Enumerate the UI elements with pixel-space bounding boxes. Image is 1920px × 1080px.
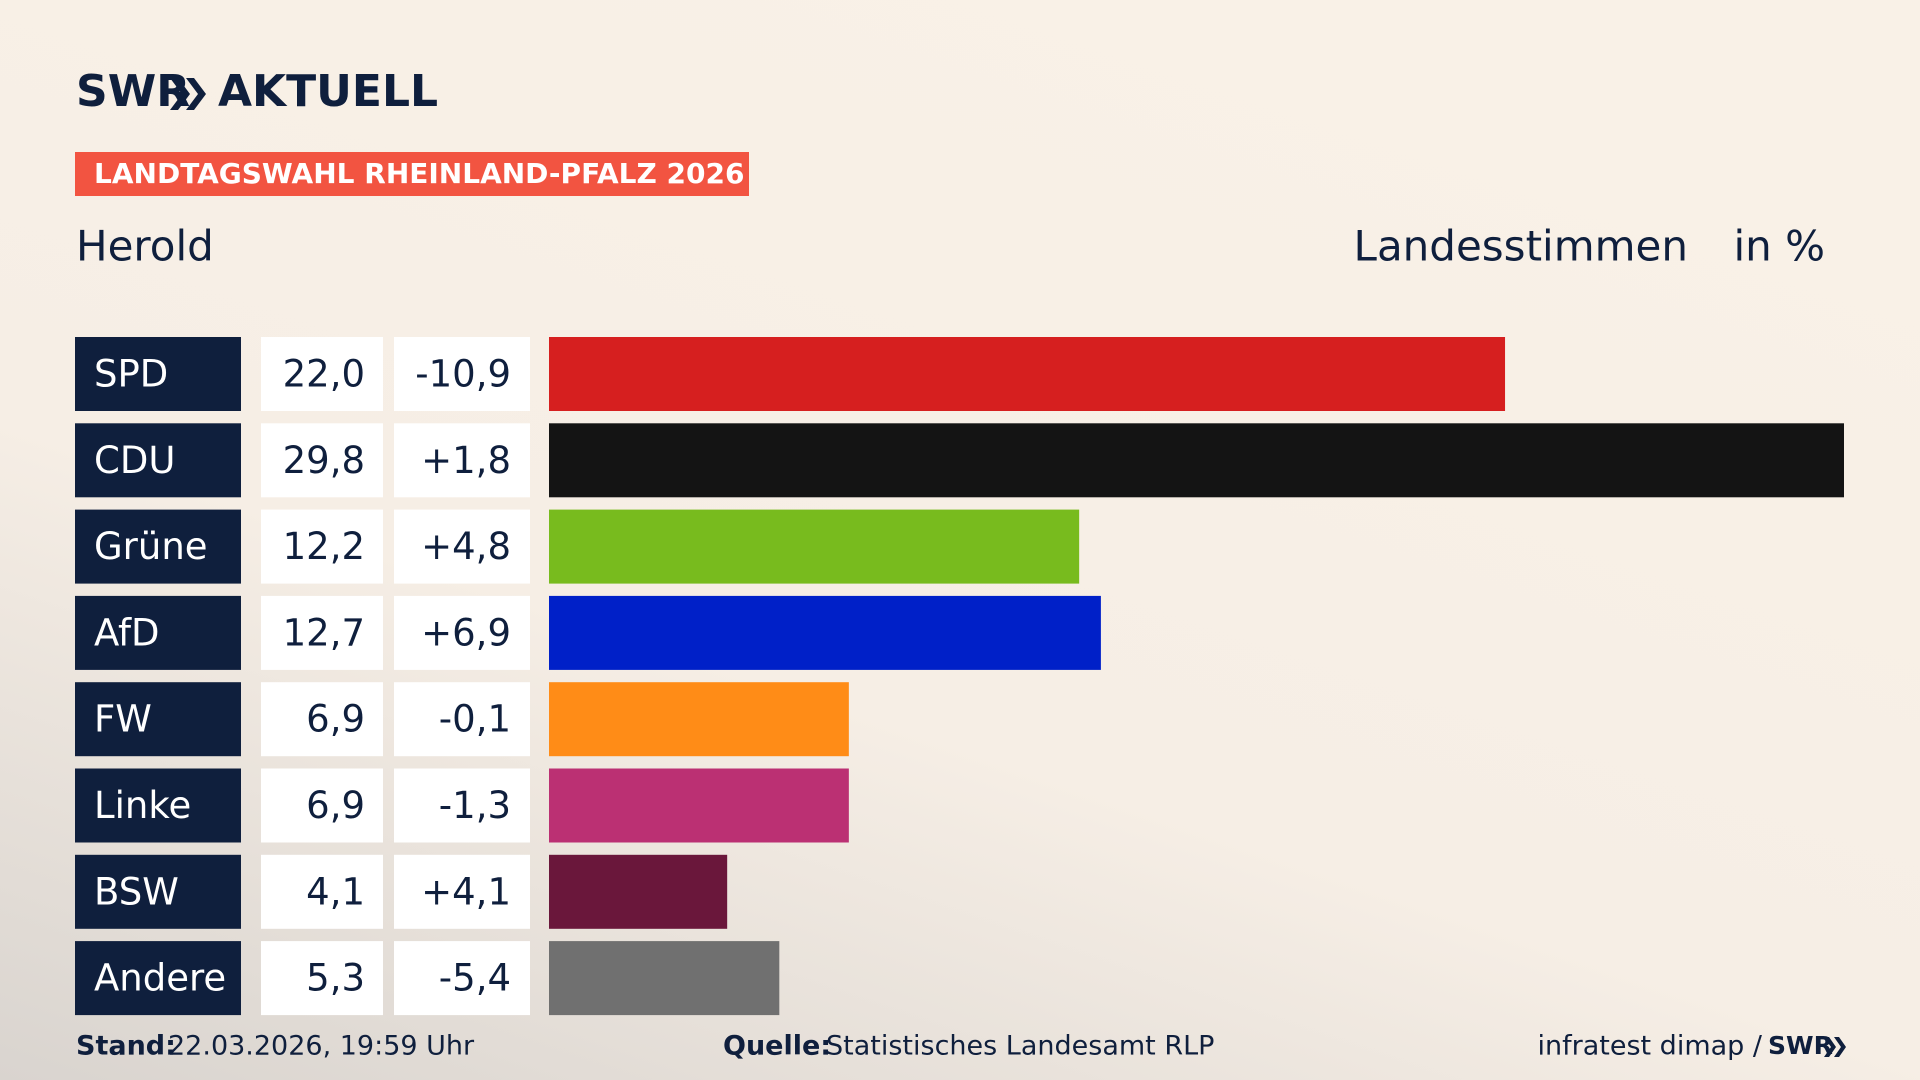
banner xyxy=(75,152,749,196)
value-cell xyxy=(261,941,383,1016)
bar xyxy=(549,768,849,843)
bar xyxy=(549,509,1080,584)
value-cell xyxy=(261,423,383,498)
bar xyxy=(549,423,1844,498)
party-cell xyxy=(75,854,241,929)
source-label: Quelle: xyxy=(723,1031,831,1062)
value-label: 6,9 xyxy=(306,698,365,741)
party-label: Andere xyxy=(94,957,226,1000)
change-label: +4,8 xyxy=(421,525,511,568)
bar xyxy=(549,682,849,757)
party-cell xyxy=(75,595,241,670)
change-cell xyxy=(394,509,530,584)
banner-text: LANDTAGSWAHL RHEINLAND-PFALZ 2026 xyxy=(94,157,744,190)
party-label: AfD xyxy=(94,611,160,654)
stand-label: Stand: xyxy=(76,1031,176,1062)
change-cell xyxy=(394,941,530,1016)
change-cell xyxy=(394,768,530,843)
party-cell xyxy=(75,337,241,411)
value-label: 6,9 xyxy=(306,784,365,827)
bar xyxy=(549,854,728,929)
logo-suffix: AKTUELL xyxy=(218,66,438,117)
change-cell xyxy=(394,423,530,498)
logo: SWR xyxy=(76,66,190,117)
party-label: Grüne xyxy=(94,525,208,568)
value-label: 5,3 xyxy=(306,957,365,1000)
logo-chevrons xyxy=(170,78,206,110)
change-label: -0,1 xyxy=(439,698,511,741)
value-label: 29,8 xyxy=(283,439,365,482)
party-cell xyxy=(75,768,241,843)
value-label: 12,7 xyxy=(283,611,365,654)
credit-chevrons xyxy=(1824,1037,1846,1057)
change-cell xyxy=(394,854,530,929)
bar xyxy=(549,941,780,1016)
change-cell xyxy=(394,595,530,670)
party-cell xyxy=(75,423,241,498)
party-label: BSW xyxy=(94,870,179,913)
value-header: Landesstimmen xyxy=(1354,222,1688,271)
value-cell xyxy=(261,337,383,411)
party-cell xyxy=(75,682,241,757)
value-cell xyxy=(261,509,383,584)
value-cell xyxy=(261,768,383,843)
change-label: -5,4 xyxy=(439,957,511,1000)
credit: infratest dimap / xyxy=(1537,1031,1762,1062)
party-label: FW xyxy=(94,698,152,741)
party-label: Linke xyxy=(94,784,191,827)
value-label: 4,1 xyxy=(306,870,365,913)
change-cell xyxy=(394,682,530,757)
value-label: 22,0 xyxy=(283,353,365,396)
value-cell xyxy=(261,595,383,670)
credit-logo: SWR xyxy=(1768,1031,1833,1060)
party-label: SPD xyxy=(94,353,168,396)
change-cell xyxy=(394,337,530,411)
party-label: CDU xyxy=(94,439,175,482)
bar xyxy=(549,337,1506,411)
change-label: -10,9 xyxy=(415,353,511,396)
value-label: 12,2 xyxy=(283,525,365,568)
party-cell xyxy=(75,509,241,584)
source: Statistisches Landesamt RLP xyxy=(826,1031,1214,1062)
stand: 22.03.2026, 19:59 Uhr xyxy=(168,1031,475,1062)
unit: in % xyxy=(1733,222,1825,271)
value-cell xyxy=(261,682,383,757)
change-label: +4,1 xyxy=(421,870,511,913)
bar xyxy=(549,595,1101,670)
change-label: +1,8 xyxy=(421,439,511,482)
chart-title: Herold xyxy=(76,222,214,271)
change-label: -1,3 xyxy=(439,784,511,827)
change-label: +6,9 xyxy=(421,611,511,654)
value-cell xyxy=(261,854,383,929)
party-cell xyxy=(75,941,241,1016)
